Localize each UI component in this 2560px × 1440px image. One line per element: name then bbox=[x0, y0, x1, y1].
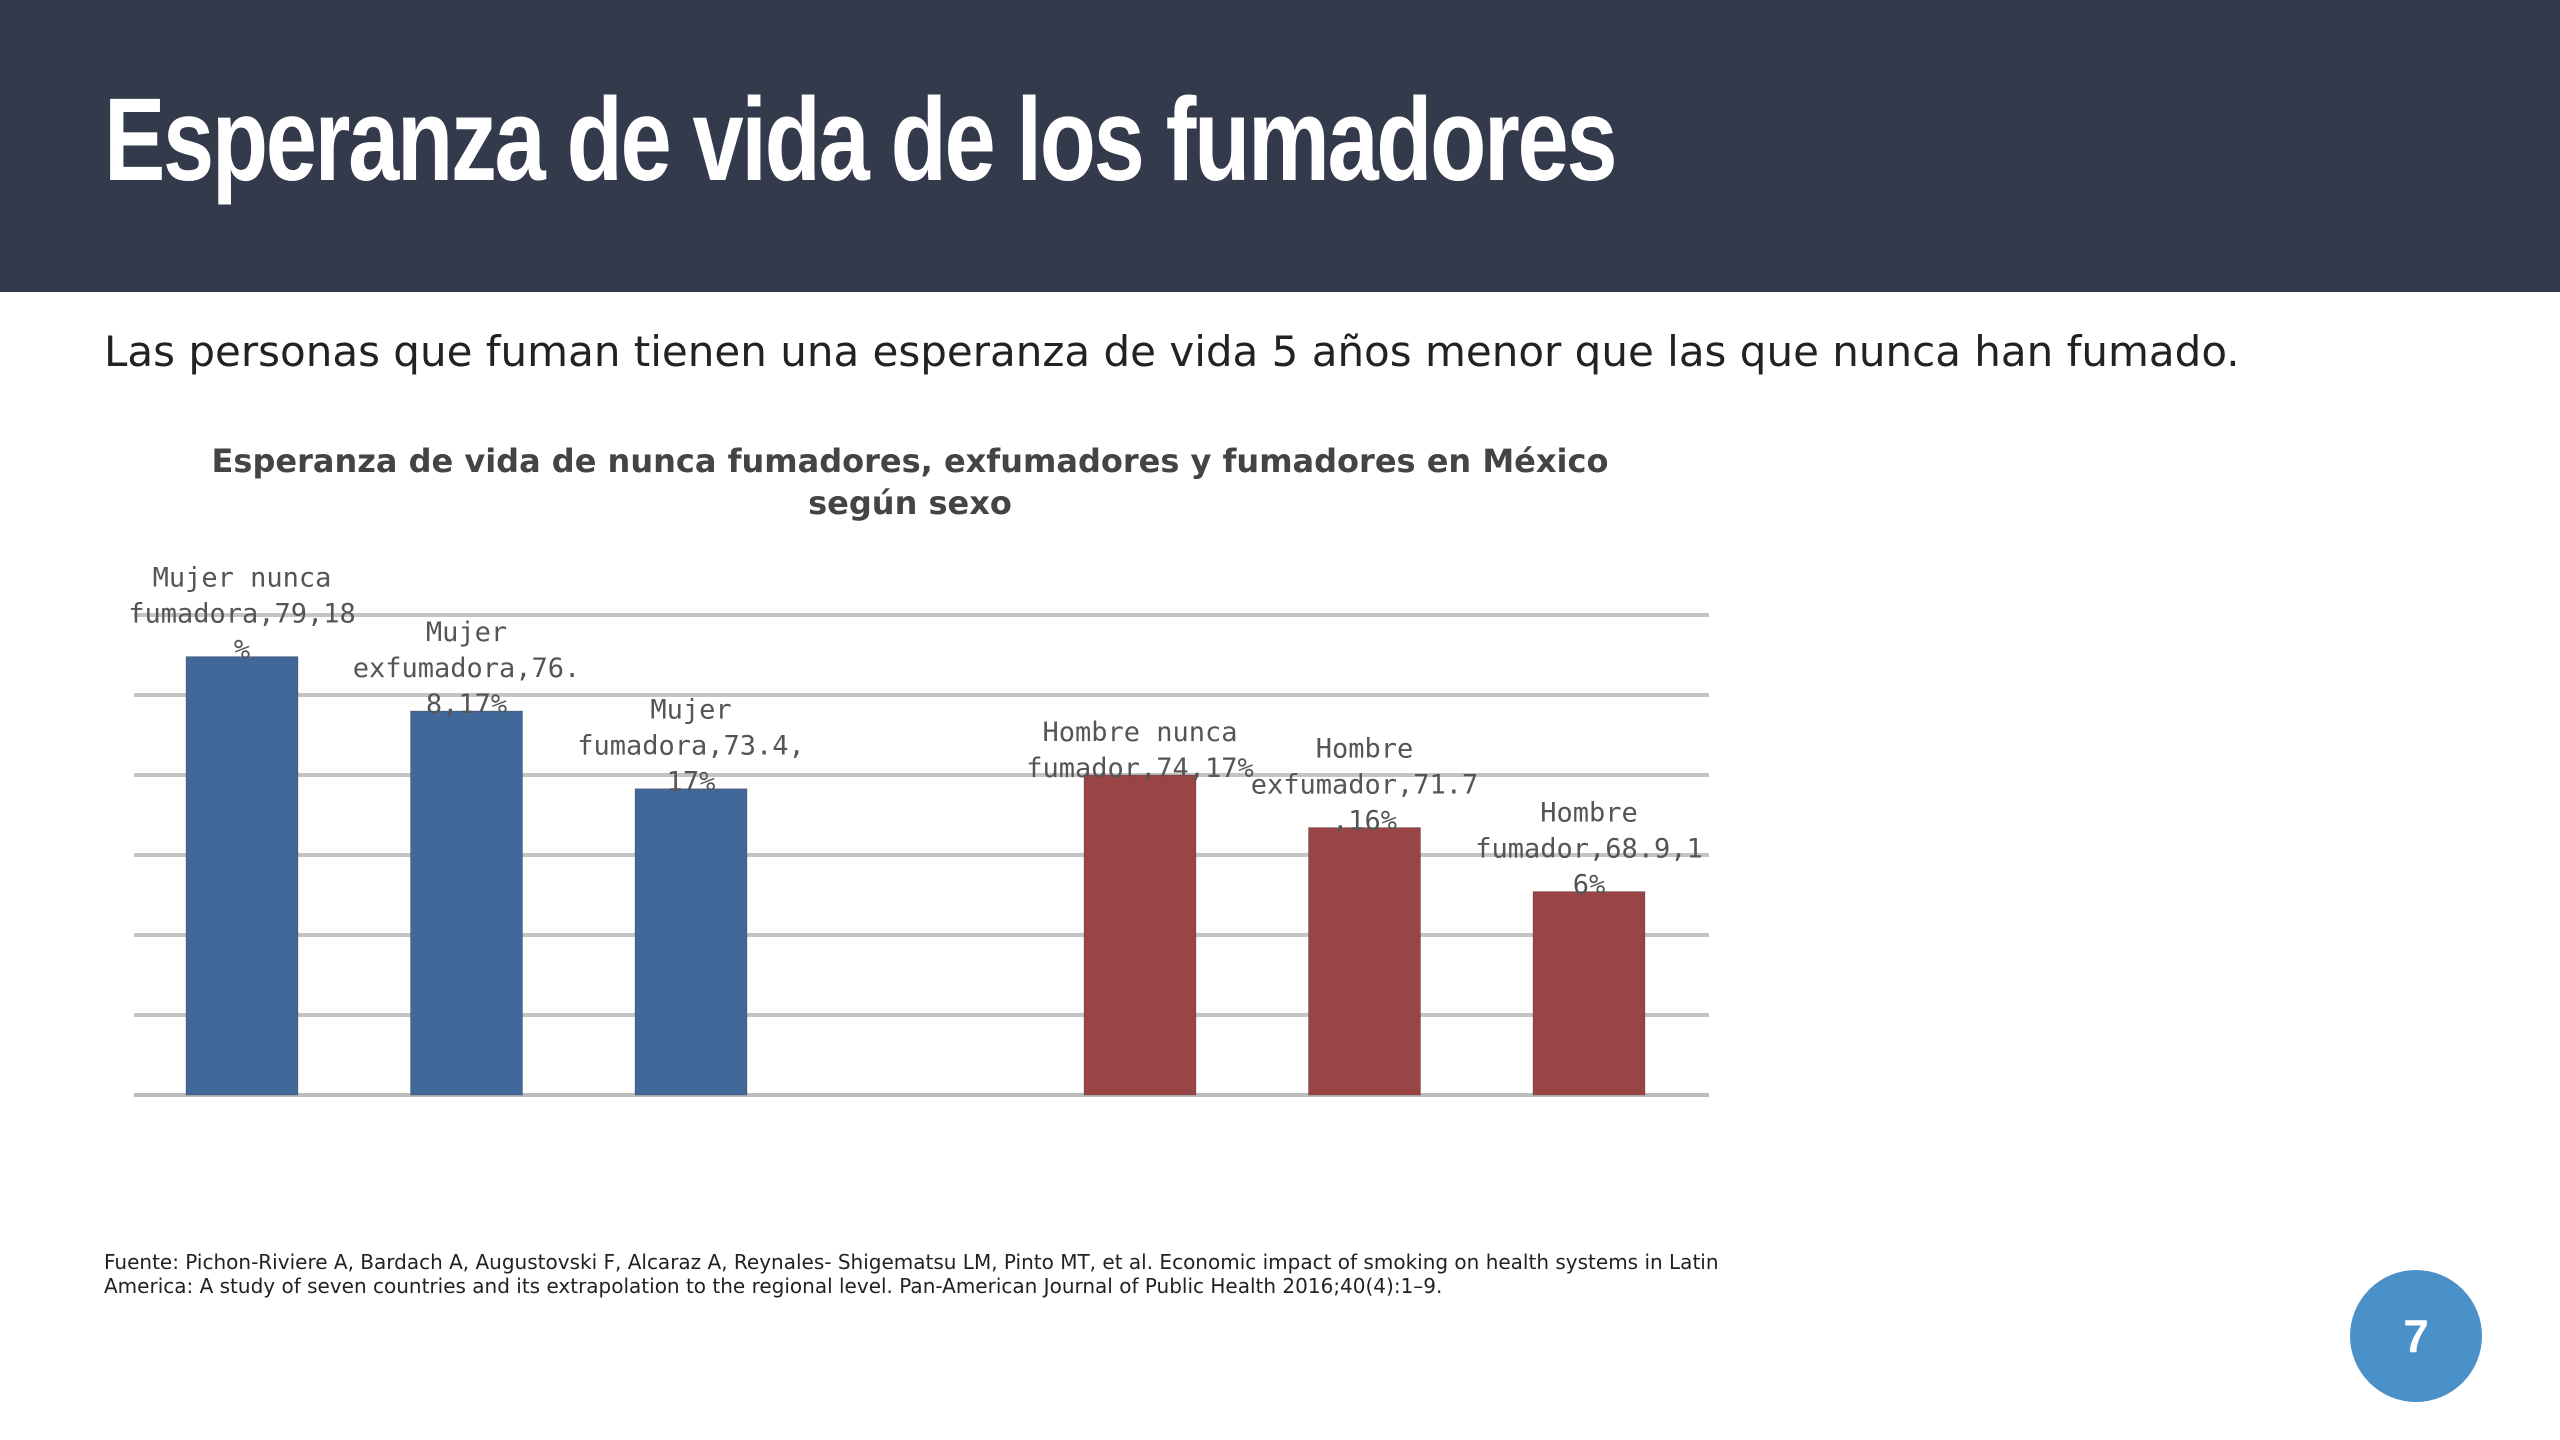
page-number: 7 bbox=[2403, 1310, 2429, 1362]
chart-title-line: Esperanza de vida de nunca fumadores, ex… bbox=[212, 442, 1609, 480]
chart-container: Esperanza de vida de nunca fumadores, ex… bbox=[104, 420, 1754, 1120]
bar-hombre bbox=[1308, 827, 1421, 1096]
data-label-line: 8,17% bbox=[426, 689, 507, 720]
source-citation: Fuente: Pichon-Riviere A, Bardach A, Aug… bbox=[104, 1250, 1719, 1298]
data-label: Mujer nunca fumadora,79,18% bbox=[128, 563, 356, 666]
bar-mujer bbox=[185, 656, 299, 1096]
data-label-line: % bbox=[234, 635, 250, 666]
data-label-line: Hombre bbox=[1540, 798, 1638, 829]
header-band: Esperanza de vida de los fumadores bbox=[0, 0, 2560, 292]
bar-hombre bbox=[1083, 774, 1197, 1096]
data-label: Hombre exfumador,71.7 ,16% bbox=[1251, 734, 1479, 837]
data-label-line: Mujer bbox=[650, 695, 731, 726]
bar-chart: Esperanza de vida de nunca fumadores, ex… bbox=[128, 442, 1709, 1097]
data-label-line: Mujer bbox=[426, 617, 507, 648]
page-title: Esperanza de vida de los fumadores bbox=[104, 74, 1618, 206]
data-label-line: 6% bbox=[1573, 870, 1606, 901]
data-label-line: Hombre nunca bbox=[1042, 717, 1237, 748]
chart-title-line: según sexo bbox=[808, 484, 1012, 522]
data-label-line: ,16% bbox=[1332, 806, 1397, 837]
chart-title: Esperanza de vida de nunca fumadores, ex… bbox=[212, 442, 1609, 522]
data-label: Hombre fumador,68.9,1 6% bbox=[1475, 798, 1703, 901]
data-label-line: fumador,74,17% bbox=[1026, 753, 1254, 784]
data-label: Hombre nunca fumador,74,17% bbox=[1026, 717, 1254, 784]
data-label-line: fumadora,73.4, bbox=[577, 731, 805, 762]
data-label-line: exfumadora,76. bbox=[353, 653, 581, 684]
data-label-line: Hombre bbox=[1316, 734, 1414, 765]
data-label: Mujer fumadora,73.4, 17% bbox=[577, 695, 805, 798]
bar-mujer bbox=[410, 710, 523, 1096]
bar-hombre bbox=[1532, 891, 1646, 1096]
subtitle: Las personas que fuman tienen una espera… bbox=[104, 327, 2240, 376]
data-label-line: Mujer nunca bbox=[153, 563, 332, 594]
data-label: Mujer exfumadora,76. 8,17% bbox=[353, 617, 581, 720]
data-label-line: 17% bbox=[667, 767, 716, 798]
bar-mujer bbox=[634, 788, 748, 1096]
data-label-line: fumador,68.9,1 bbox=[1475, 834, 1703, 865]
data-label-line: fumadora,79,18 bbox=[128, 599, 356, 630]
page-number-badge: 7 bbox=[2350, 1270, 2482, 1402]
data-label-line: exfumador,71.7 bbox=[1251, 770, 1479, 801]
